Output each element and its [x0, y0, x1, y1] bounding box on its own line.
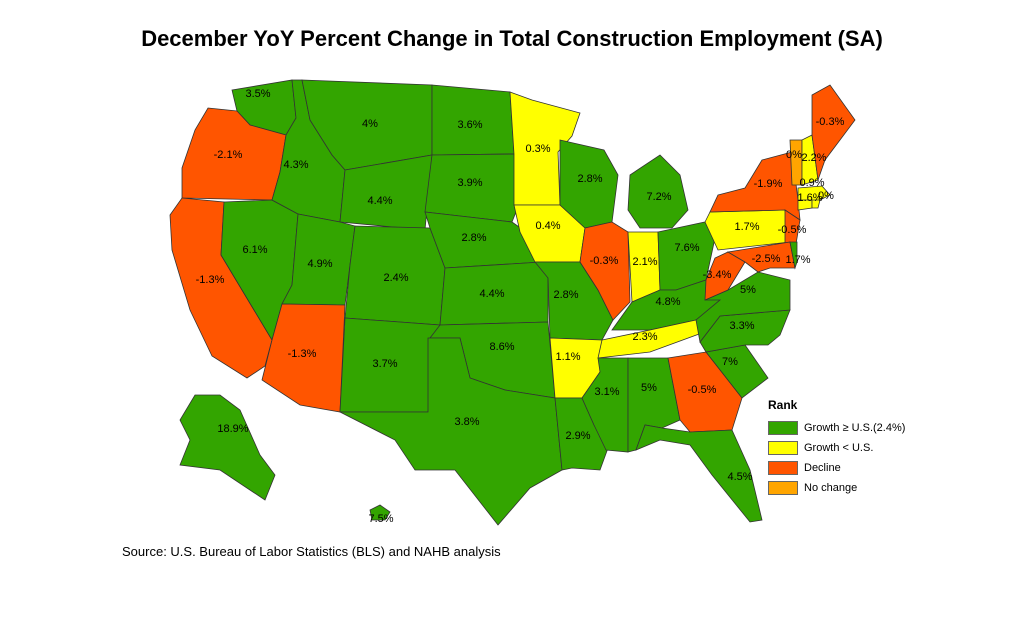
legend-item-no-change: No change [768, 478, 905, 498]
state-de [789, 241, 798, 270]
state-fl [635, 424, 763, 523]
state-label-la: 2.9% [565, 430, 590, 442]
state-label-ma: 0.9% [799, 177, 824, 189]
state-il [579, 221, 631, 321]
state-label-pa: 1.7% [734, 221, 759, 233]
state-label-ny: -1.9% [754, 178, 783, 190]
legend-label: Growth < U.S. [804, 442, 874, 454]
state-label-wi: 2.8% [577, 173, 602, 185]
state-label-ks: 4.4% [479, 288, 504, 300]
state-hi [369, 504, 391, 521]
state-mn [509, 91, 581, 206]
state-label-il: -0.3% [590, 255, 619, 267]
state-label-mn: 0.3% [525, 143, 550, 155]
state-label-nv: 6.1% [242, 244, 267, 256]
state-label-wy: 4.4% [367, 195, 392, 207]
state-label-hi: 7.5% [368, 513, 393, 525]
legend-title: Rank [768, 398, 798, 412]
state-me [811, 84, 856, 181]
state-label-ia: 0.4% [535, 220, 560, 232]
state-tx [339, 337, 563, 526]
state-label-ne: 2.8% [461, 232, 486, 244]
state-label-id: 4.3% [283, 159, 308, 171]
state-label-nd: 3.6% [457, 119, 482, 131]
state-label-oh: 7.6% [674, 242, 699, 254]
map-title: December YoY Percent Change in Total Con… [141, 26, 883, 51]
state-label-mi: 7.2% [646, 191, 671, 203]
state-az [261, 303, 346, 413]
legend: Rank Growth ≥ U.S.(2.4%) Growth < U.S. D… [768, 398, 905, 498]
state-label-nh: 2.2% [801, 152, 826, 164]
state-label-md: -2.5% [752, 253, 781, 265]
state-ks [439, 261, 549, 326]
state-label-mt: 4% [362, 118, 378, 130]
legend-item-growth-above: Growth ≥ U.S.(2.4%) [768, 418, 905, 438]
state-ut [281, 213, 356, 306]
state-label-sd: 3.9% [457, 177, 482, 189]
state-label-me: -0.3% [816, 116, 845, 128]
legend-label: Growth ≥ U.S.(2.4%) [804, 422, 906, 434]
state-label-vt: 0% [786, 149, 802, 161]
state-label-or: -2.1% [214, 149, 243, 161]
state-label-fl: 4.5% [727, 471, 752, 483]
state-label-nm: 3.7% [372, 358, 397, 370]
state-label-ga: -0.5% [688, 384, 717, 396]
state-va [695, 271, 791, 343]
state-ma [797, 185, 831, 201]
legend-label: Decline [804, 462, 841, 474]
state-label-ut: 4.9% [307, 258, 332, 270]
state-mi [627, 154, 689, 229]
state-label-ca: -1.3% [196, 274, 225, 286]
state-label-tn: 2.3% [632, 331, 657, 343]
state-ak [179, 394, 276, 501]
legend-swatch-growth-below [768, 441, 798, 455]
state-label-wa: 3.5% [245, 88, 270, 100]
state-label-mo: 2.8% [553, 289, 578, 301]
state-label-nj: -0.5% [778, 224, 807, 236]
state-label-co: 2.4% [383, 272, 408, 284]
state-label-az: -1.3% [288, 348, 317, 360]
legend-item-growth-below: Growth < U.S. [768, 438, 905, 458]
state-label-tx: 3.8% [454, 416, 479, 428]
legend-swatch-growth-above [768, 421, 798, 435]
state-label-nc: 3.3% [729, 320, 754, 332]
state-label-ky: 4.8% [655, 296, 680, 308]
state-label-de: 1.7% [785, 254, 810, 266]
state-label-ok: 8.6% [489, 341, 514, 353]
state-label-ms: 3.1% [594, 386, 619, 398]
state-label-ri: 0% [818, 190, 834, 202]
legend-item-decline: Decline [768, 458, 905, 478]
source-note: Source: U.S. Bureau of Labor Statistics … [122, 544, 501, 559]
state-label-ar: 1.1% [555, 351, 580, 363]
state-label-al: 5% [641, 382, 657, 394]
state-label-va: 5% [740, 284, 756, 296]
state-label-in: 2.1% [632, 256, 657, 268]
legend-swatch-no-change [768, 481, 798, 495]
state-label-sc: 7% [722, 356, 738, 368]
state-label-ct: 1.6% [797, 192, 822, 204]
state-label-ak: 18.9% [217, 423, 248, 435]
legend-swatch-decline [768, 461, 798, 475]
state-label-wv: -3.4% [703, 269, 732, 281]
legend-label: No change [804, 482, 858, 494]
